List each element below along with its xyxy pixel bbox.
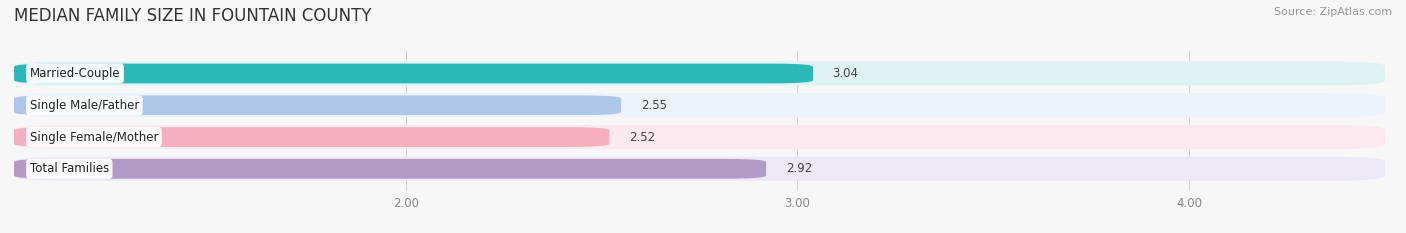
Text: 2.55: 2.55 [641, 99, 666, 112]
Text: Source: ZipAtlas.com: Source: ZipAtlas.com [1274, 7, 1392, 17]
FancyBboxPatch shape [14, 159, 766, 179]
Text: 2.52: 2.52 [628, 130, 655, 144]
FancyBboxPatch shape [14, 62, 1385, 86]
FancyBboxPatch shape [14, 125, 1385, 149]
Text: 2.92: 2.92 [786, 162, 811, 175]
Text: Single Female/Mother: Single Female/Mother [30, 130, 159, 144]
FancyBboxPatch shape [14, 64, 813, 83]
FancyBboxPatch shape [14, 96, 621, 115]
FancyBboxPatch shape [14, 93, 1385, 117]
Text: Total Families: Total Families [30, 162, 110, 175]
Text: Single Male/Father: Single Male/Father [30, 99, 139, 112]
Text: MEDIAN FAMILY SIZE IN FOUNTAIN COUNTY: MEDIAN FAMILY SIZE IN FOUNTAIN COUNTY [14, 7, 371, 25]
FancyBboxPatch shape [14, 157, 1385, 181]
Text: Married-Couple: Married-Couple [30, 67, 121, 80]
Text: 3.04: 3.04 [832, 67, 859, 80]
FancyBboxPatch shape [14, 127, 609, 147]
